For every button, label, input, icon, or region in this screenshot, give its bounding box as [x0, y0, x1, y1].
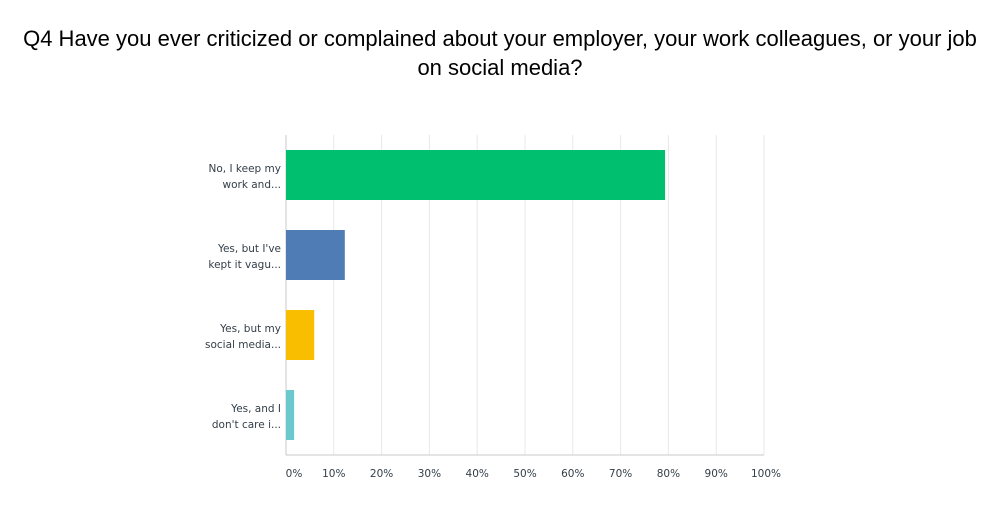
category-label: Yes, but I've	[217, 243, 281, 255]
category-label: No, I keep my	[209, 163, 281, 175]
x-tick-label: 60%	[561, 468, 584, 480]
bar	[286, 150, 666, 200]
category-label: social media...	[205, 339, 281, 351]
x-tick-label: 100%	[751, 468, 781, 480]
x-tick-label: 80%	[657, 468, 680, 480]
x-tick-label: 30%	[418, 468, 441, 480]
x-tick-label: 10%	[322, 468, 345, 480]
x-tick-label: 70%	[609, 468, 632, 480]
category-label: Yes, but my	[219, 323, 281, 335]
chart-title: Q4 Have you ever criticized or complaine…	[23, 26, 977, 80]
category-label: kept it vagu...	[208, 259, 281, 271]
x-tick-label: 90%	[705, 468, 728, 480]
bar	[286, 230, 345, 280]
x-tick-label: 40%	[466, 468, 489, 480]
category-label: work and...	[222, 179, 281, 191]
x-tick-label: 50%	[513, 468, 536, 480]
x-tick-label: 0%	[286, 468, 303, 480]
bar	[286, 310, 315, 360]
category-label: don't care i...	[212, 419, 281, 431]
category-label: Yes, and I	[230, 403, 281, 415]
bar	[286, 390, 295, 440]
x-tick-label: 20%	[370, 468, 393, 480]
